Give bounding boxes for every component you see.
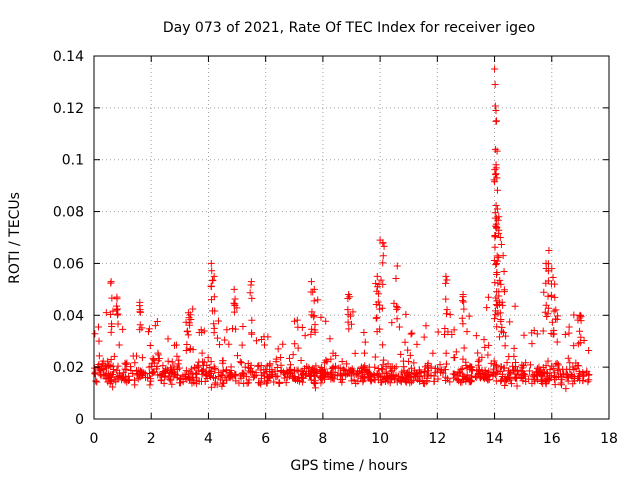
y-tick-label: 0.06 xyxy=(53,256,84,272)
x-tick-label: 10 xyxy=(371,431,389,447)
roti-scatter-markers xyxy=(91,65,593,393)
y-axis-label: ROTI / TECUs xyxy=(7,192,23,284)
x-axis-label: GPS time / hours xyxy=(290,458,407,474)
y-tick-label: 0.14 xyxy=(53,49,84,65)
chart-title: Day 073 of 2021, Rate Of TEC Index for r… xyxy=(163,20,535,36)
x-tick-label: 14 xyxy=(486,431,504,447)
x-tick-label: 2 xyxy=(147,431,156,447)
y-tick-label: 0.02 xyxy=(53,360,84,376)
y-tick-label: 0.1 xyxy=(62,153,84,169)
x-tick-label: 0 xyxy=(90,431,99,447)
x-tick-label: 8 xyxy=(318,431,327,447)
y-tick-label: 0 xyxy=(75,412,84,428)
x-tick-label: 18 xyxy=(600,431,618,447)
axis-ticks: 0 2 4 6 8 10 12 14 16 18 0 0.02 0.04 0.06 0.08 0.1 0.12 0… xyxy=(53,49,618,447)
plot-border xyxy=(93,55,610,420)
x-tick-label: 16 xyxy=(543,431,561,447)
y-tick-label: 0.08 xyxy=(53,205,84,221)
y-tick-label: 0.12 xyxy=(53,101,84,117)
y-tick-label: 0.04 xyxy=(53,308,84,324)
x-tick-label: 4 xyxy=(204,431,213,447)
grid-lines xyxy=(94,56,609,419)
x-tick-label: 12 xyxy=(428,431,446,447)
x-tick-label: 6 xyxy=(261,431,270,447)
data-points xyxy=(91,65,593,393)
